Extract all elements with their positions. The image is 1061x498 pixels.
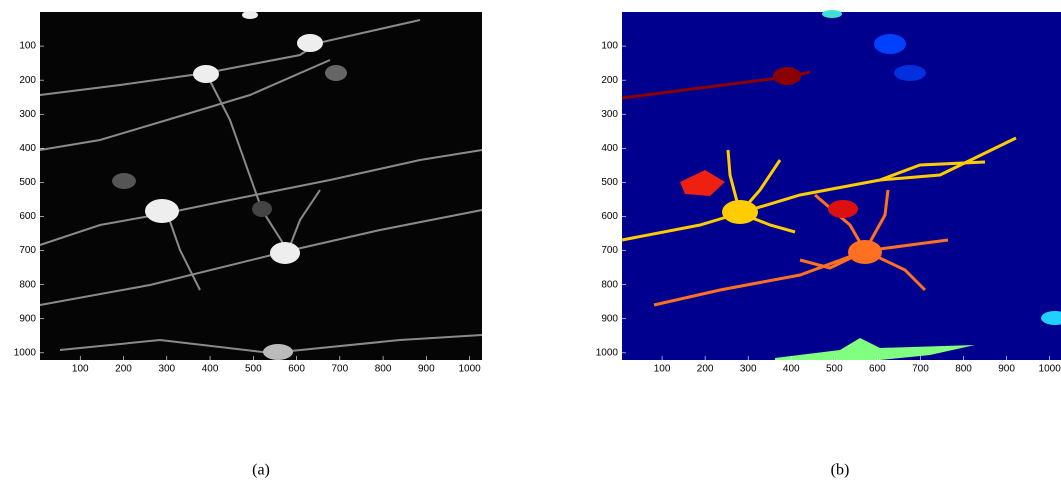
figure: (a) (b) 100 200 300 400 500 600 700 800 900 1000 1… [0,0,1061,498]
x-tick-label: 400 [783,364,800,375]
y-tick-label: 600 [19,211,36,222]
y-tick-label: 900 [19,313,36,324]
y-tick-label: 400 [601,143,618,154]
x-tick-label: 200 [115,364,132,375]
y-tick-label: 600 [601,211,618,222]
y-tick-label: 300 [601,109,618,120]
x-tick-label: 200 [697,364,714,375]
x-tick-label: 600 [869,364,886,375]
y-tick-label: 400 [19,143,36,154]
y-tick-label: 200 [19,75,36,86]
neuron [874,34,906,54]
neuron [722,200,758,224]
neuron [773,67,801,85]
panel-b-image [622,10,1061,360]
y-tick-label: 700 [601,245,618,256]
y-tick-label: 900 [601,313,618,324]
x-tick-label: 500 [826,364,843,375]
neuron [894,65,926,81]
y-tick-label: 1000 [596,347,619,358]
y-tick-label: 300 [19,109,36,120]
neuron [828,200,858,218]
x-tick-label: 900 [418,364,435,375]
x-tick-label: 100 [654,364,671,375]
x-tick-label: 500 [245,364,262,375]
y-tick-label: 800 [19,279,36,290]
panel-a-image [40,11,482,360]
x-tick-label: 600 [288,364,305,375]
x-tick-label: 900 [998,364,1015,375]
x-tick-label: 1000 [458,364,481,375]
caption: (a) [252,462,270,479]
x-tick-label: 300 [740,364,757,375]
x-tick-label: 400 [202,364,219,375]
x-tick-label: 100 [72,364,89,375]
caption: (b) [831,462,850,479]
x-tick-label: 1000 [1039,364,1061,375]
y-tick-label: 800 [601,279,618,290]
neuron [822,10,842,18]
y-tick-label: 1000 [14,347,37,358]
y-tick-label: 100 [19,41,36,52]
image-background [40,12,482,360]
x-tick-label: 700 [331,364,348,375]
y-tick-label: 500 [19,177,36,188]
y-tick-label: 500 [601,177,618,188]
x-tick-label: 800 [955,364,972,375]
y-tick-label: 200 [601,75,618,86]
x-tick-label: 800 [375,364,392,375]
y-tick-label: 100 [601,41,618,52]
y-tick-label: 700 [19,245,36,256]
neuron [848,240,882,264]
x-tick-label: 300 [158,364,175,375]
x-tick-label: 700 [912,364,929,375]
